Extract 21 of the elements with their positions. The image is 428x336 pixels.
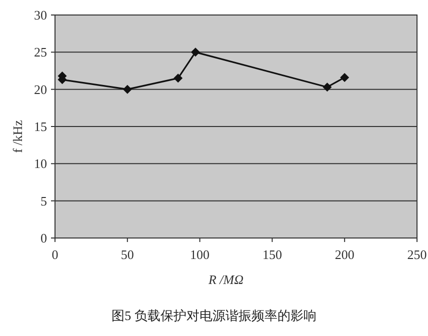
y-tick-label: 25 xyxy=(34,44,47,60)
point xyxy=(340,72,350,82)
x-tick-label: 50 xyxy=(120,247,134,262)
x-tick-label: 150 xyxy=(262,247,282,262)
point xyxy=(174,74,183,83)
point xyxy=(190,48,200,57)
y-axis-title: f /kHz xyxy=(10,120,25,153)
x-tick-label: 200 xyxy=(334,247,354,262)
text: 图5 负载保护对电源谐振频率的影响 xyxy=(112,308,316,323)
y-tick-label: 5 xyxy=(40,193,47,208)
y-tick-label: 10 xyxy=(34,156,47,172)
y-tick-label: 30 xyxy=(34,8,47,22)
y-tick-label: 15 xyxy=(34,119,47,134)
x-tick-label: 250 xyxy=(407,247,427,262)
y-tick-label: 20 xyxy=(34,82,47,97)
x-tick-label: 0 xyxy=(52,247,58,262)
point xyxy=(122,84,132,94)
point xyxy=(322,82,332,92)
x-axis-title: R /MΩ xyxy=(207,272,244,287)
x-tick-label: 100 xyxy=(190,247,210,262)
y-tick-label: 0 xyxy=(40,230,47,246)
